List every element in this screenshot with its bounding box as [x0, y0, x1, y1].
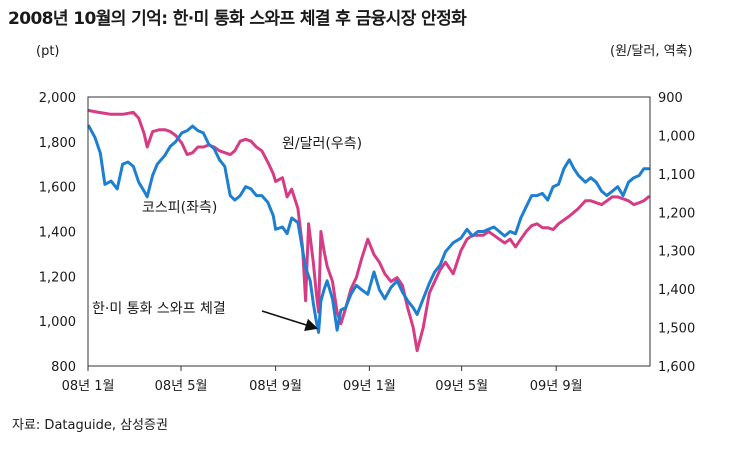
left-tick-label-6: 2,000 — [39, 91, 76, 106]
series-line-0 — [87, 124, 650, 334]
plot-frame — [87, 96, 651, 367]
source-note: 자료: Dataguide, 삼성증권 — [12, 418, 168, 433]
right-tick-label-4: 1,300 — [658, 245, 695, 260]
right-tick-label-0: 900 — [658, 91, 683, 106]
right-axis-ticks: 900 1,000 1,100 1,200 1,300 1,400 1,500 1,600 — [658, 91, 695, 375]
left-tick-label-3: 1,400 — [39, 226, 76, 241]
x-tick-label-2: 08년 9월 — [249, 379, 302, 394]
x-tick-label-0: 08년 1월 — [62, 379, 115, 394]
right-axis-unit: (원/달러, 역축) — [610, 44, 693, 59]
left-tick-label-4: 1,600 — [39, 181, 76, 196]
x-axis-ticks: 08년 1월 08년 5월 08년 9월 09년 1월 09년 5월 09년 9월 — [62, 366, 583, 394]
x-tick-label-3: 09년 1월 — [343, 379, 396, 394]
left-axis-unit: (pt) — [36, 44, 60, 59]
left-tick-label-0: 800 — [51, 360, 76, 375]
right-tick-label-6: 1,500 — [658, 322, 695, 337]
right-tick-label-2: 1,100 — [658, 168, 695, 183]
x-tick-label-5: 09년 9월 — [530, 379, 583, 394]
x-tick-label-4: 09년 5월 — [435, 379, 488, 394]
annotation-arrow — [261, 310, 319, 332]
right-tick-label-7: 1,600 — [658, 360, 695, 375]
right-tick-label-3: 1,200 — [658, 206, 695, 221]
right-tick-label-1: 1,000 — [658, 129, 695, 144]
series-label-kospi: 코스피(좌측) — [142, 200, 217, 216]
series-line-1 — [87, 109, 650, 353]
left-axis-ticks: 800 1,000 1,200 1,400 1,600 1,800 2,000 — [39, 91, 76, 375]
series-label-fx: 원/달러(우측) — [282, 136, 362, 152]
right-tick-label-5: 1,400 — [658, 283, 695, 298]
annotation-label: 한·미 통화 스와프 체결 — [92, 301, 226, 317]
x-tick-label-1: 08년 5월 — [155, 379, 208, 394]
left-tick-label-5: 1,800 — [39, 136, 76, 151]
left-tick-label-2: 1,200 — [39, 270, 76, 285]
series-layer — [87, 109, 650, 353]
chart-title: 2008년 10월의 기억: 한·미 통화 스와프 체결 후 금융시장 안정화 — [8, 9, 467, 29]
left-tick-label-1: 1,000 — [39, 315, 76, 330]
label-layer: 원/달러(우측) 코스피(좌측) 한·미 통화 스와프 체결 — [92, 136, 362, 332]
